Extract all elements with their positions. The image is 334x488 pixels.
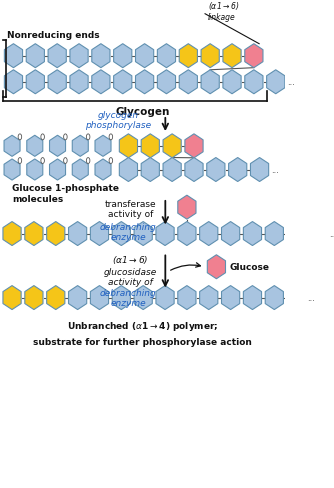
Text: Nonreducing ends: Nonreducing ends <box>7 31 100 40</box>
Polygon shape <box>207 255 225 279</box>
Text: ($\alpha$1$\rightarrow$6): ($\alpha$1$\rightarrow$6) <box>208 0 239 12</box>
Polygon shape <box>245 44 263 68</box>
Polygon shape <box>136 71 154 95</box>
Polygon shape <box>92 71 110 95</box>
Polygon shape <box>265 222 284 246</box>
Polygon shape <box>200 286 218 310</box>
Polygon shape <box>141 158 159 182</box>
Polygon shape <box>200 222 218 246</box>
Polygon shape <box>179 71 197 95</box>
Text: debranching
enzyme: debranching enzyme <box>100 222 157 242</box>
Polygon shape <box>114 44 132 68</box>
Polygon shape <box>47 222 65 246</box>
Text: Glycogen: Glycogen <box>116 106 170 117</box>
Polygon shape <box>157 71 176 95</box>
Polygon shape <box>221 286 240 310</box>
Circle shape <box>109 135 113 141</box>
Polygon shape <box>25 222 43 246</box>
Polygon shape <box>68 222 87 246</box>
Text: ...: ... <box>271 166 279 175</box>
Polygon shape <box>49 160 65 181</box>
Polygon shape <box>95 136 111 157</box>
Polygon shape <box>201 71 219 95</box>
Polygon shape <box>243 286 262 310</box>
Polygon shape <box>27 136 43 157</box>
Polygon shape <box>91 286 109 310</box>
Polygon shape <box>287 286 305 310</box>
Text: ($\alpha$1$\rightarrow$6)
glucosidase
activity of: ($\alpha$1$\rightarrow$6) glucosidase ac… <box>104 254 157 286</box>
Polygon shape <box>157 44 176 68</box>
Polygon shape <box>134 222 152 246</box>
Polygon shape <box>4 160 20 181</box>
Polygon shape <box>265 286 284 310</box>
Polygon shape <box>223 44 241 68</box>
Text: linkage: linkage <box>208 13 236 22</box>
Polygon shape <box>267 71 285 95</box>
Polygon shape <box>91 222 109 246</box>
Polygon shape <box>119 135 138 159</box>
Polygon shape <box>25 286 43 310</box>
Circle shape <box>87 158 90 164</box>
Polygon shape <box>26 71 44 95</box>
Text: substrate for further phosphorylase action: substrate for further phosphorylase acti… <box>33 338 252 346</box>
Polygon shape <box>134 286 152 310</box>
Polygon shape <box>163 158 181 182</box>
Text: Unbranched ($\alpha$1$\rightarrow$4) polymer;: Unbranched ($\alpha$1$\rightarrow$4) pol… <box>67 320 218 332</box>
Polygon shape <box>163 135 181 159</box>
Polygon shape <box>309 222 327 246</box>
Circle shape <box>87 135 90 141</box>
Polygon shape <box>245 71 263 95</box>
Text: transferase
activity of: transferase activity of <box>105 200 157 219</box>
Polygon shape <box>92 44 110 68</box>
Polygon shape <box>3 286 21 310</box>
Polygon shape <box>156 286 174 310</box>
Circle shape <box>63 135 67 141</box>
Polygon shape <box>4 136 20 157</box>
Polygon shape <box>228 158 247 182</box>
Polygon shape <box>141 135 159 159</box>
Polygon shape <box>221 222 240 246</box>
Polygon shape <box>119 158 138 182</box>
Polygon shape <box>136 44 154 68</box>
Polygon shape <box>201 44 219 68</box>
Text: Glucose: Glucose <box>230 263 270 272</box>
Polygon shape <box>95 160 111 181</box>
Polygon shape <box>243 222 262 246</box>
Polygon shape <box>70 71 88 95</box>
Polygon shape <box>112 222 130 246</box>
Polygon shape <box>185 158 203 182</box>
Text: glycogen
phosphorylase: glycogen phosphorylase <box>85 111 151 130</box>
Circle shape <box>41 135 44 141</box>
Text: debranching
enzyme: debranching enzyme <box>100 288 157 307</box>
Circle shape <box>109 158 113 164</box>
Text: Glucose 1-phosphate
molecules: Glucose 1-phosphate molecules <box>12 184 119 203</box>
Polygon shape <box>178 286 196 310</box>
Polygon shape <box>70 44 88 68</box>
Polygon shape <box>4 71 23 95</box>
Circle shape <box>18 135 22 141</box>
Polygon shape <box>26 44 44 68</box>
Text: ...: ... <box>287 78 295 87</box>
Polygon shape <box>72 160 88 181</box>
Circle shape <box>63 158 67 164</box>
Polygon shape <box>287 222 305 246</box>
Polygon shape <box>223 71 241 95</box>
Polygon shape <box>156 222 174 246</box>
Polygon shape <box>68 286 87 310</box>
Polygon shape <box>250 158 269 182</box>
Circle shape <box>18 158 22 164</box>
Text: ...: ... <box>329 229 334 239</box>
Polygon shape <box>207 158 225 182</box>
Polygon shape <box>178 222 196 246</box>
Polygon shape <box>185 135 203 159</box>
Polygon shape <box>72 136 88 157</box>
Polygon shape <box>48 71 66 95</box>
Polygon shape <box>47 286 65 310</box>
Polygon shape <box>49 136 65 157</box>
Polygon shape <box>3 222 21 246</box>
Text: ...: ... <box>308 293 315 303</box>
Polygon shape <box>114 71 132 95</box>
Polygon shape <box>112 286 130 310</box>
Polygon shape <box>48 44 66 68</box>
Polygon shape <box>179 44 197 68</box>
